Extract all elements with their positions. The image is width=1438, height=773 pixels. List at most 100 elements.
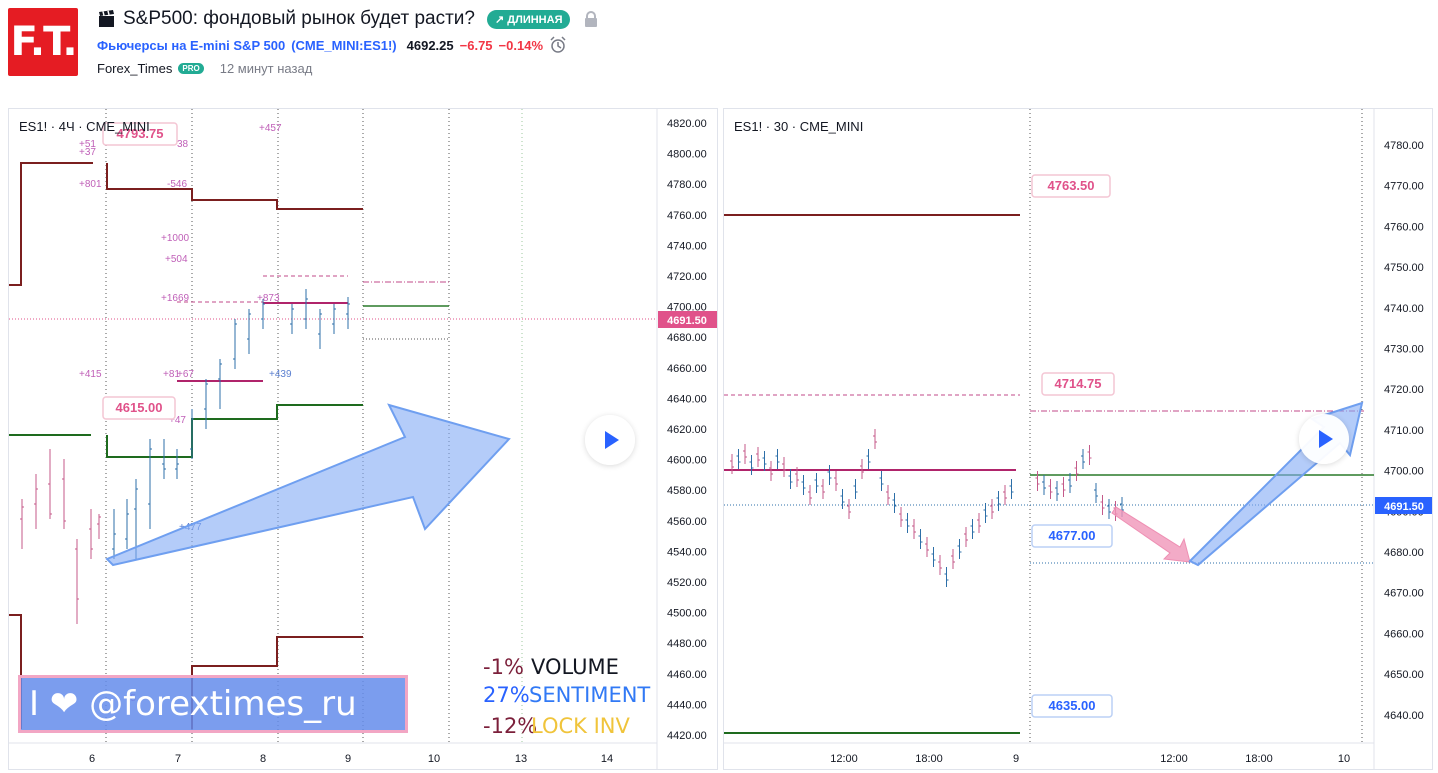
right-callout-4635-box (1031, 694, 1113, 718)
right-chart-symbol-label: ES1! · 30 · CME_MINI (734, 119, 864, 134)
title-row: S&P500: фондовый рынок будет расти? ↗ ДЛ… (97, 7, 598, 31)
right-x-tick: 18:00 (915, 753, 943, 765)
left-y-tick: 4620.00 (667, 424, 707, 436)
left-y-tick: 4740.00 (667, 240, 707, 252)
right-y-tick: 4700.00 (1384, 466, 1424, 478)
symbol-code-link[interactable]: (CME_MINI:ES1!) (291, 37, 397, 53)
left-y-tick: 4680.00 (667, 332, 707, 344)
left-chart-panel[interactable]: 4820.00 4800.00 4780.00 4760.00 4740.00 4720.… (8, 108, 718, 770)
left-annotation: +81 (163, 369, 180, 380)
right-callout-4677: 4677.00 (1049, 528, 1096, 543)
left-chart-symbol-label: ES1! · 4Ч · CME_MINI (19, 119, 150, 134)
left-current-price-tag: 4691.50 (667, 315, 707, 327)
right-current-price-tag-bg (1375, 497, 1432, 514)
left-annotation: +504 (165, 254, 188, 265)
left-resistance-step-2 (106, 163, 363, 210)
left-y-tick: 4440.00 (667, 699, 707, 711)
right-y-tick: 4640.00 (1384, 710, 1424, 722)
left-x-tick: 14 (601, 753, 613, 765)
right-y-tick: 4660.00 (1384, 628, 1424, 640)
symbol-price: 4692.25 (406, 37, 454, 53)
left-x-tick: 8 (260, 753, 266, 765)
left-annotation: +801 (79, 179, 102, 190)
left-annotation: +1669 (161, 293, 190, 304)
left-y-tick: 4520.00 (667, 577, 707, 589)
stat-lock-pct: -12% (483, 714, 538, 738)
left-annotation: +439 (269, 369, 292, 380)
stat-sentiment-pct: 27% (483, 683, 530, 707)
right-y-tick: 4680.00 (1384, 547, 1424, 559)
left-annotation: 38 (177, 139, 189, 150)
left-callout-mid-box (102, 396, 176, 420)
watermark-banner: I ❤ @forextimes_ru (18, 675, 408, 733)
author-name[interactable]: Forex_Times (97, 61, 173, 76)
time-ago: 12 минут назад (219, 61, 313, 76)
right-y-tick: 4650.00 (1384, 669, 1424, 681)
right-y-tick: 4760.00 (1384, 221, 1424, 233)
left-y-tick: 4500.00 (667, 608, 707, 620)
idea-header: F.T. S&P500: фондовый рынок будет расти?… (0, 0, 1438, 100)
stat-volume-pct: -1% (483, 655, 524, 679)
symbol-change: −6.75 (459, 37, 493, 53)
right-x-tick: 18:00 (1245, 753, 1273, 765)
right-y-tick: 4720.00 (1384, 384, 1424, 396)
right-current-price-tag: 4691.50 (1384, 501, 1424, 513)
idea-title: S&P500: фондовый рынок будет расти? (123, 8, 475, 29)
right-x-tick: 9 (1013, 753, 1019, 765)
left-annotation: +51 (79, 139, 96, 150)
left-x-tick: 10 (428, 753, 440, 765)
right-callout-4677-box (1031, 524, 1113, 548)
author-row: Forex_Times PRO 12 минут назад (97, 61, 312, 76)
stat-volume-label: VOLUME (531, 655, 619, 679)
clapperboard-icon (99, 10, 114, 27)
left-play-button[interactable] (585, 415, 635, 465)
right-y-tick: 4780.00 (1384, 140, 1424, 152)
right-callout-4635: 4635.00 (1049, 698, 1096, 713)
symbol-change-pct: −0.14% (498, 37, 543, 53)
left-y-tick: 4560.00 (667, 516, 707, 528)
pro-badge: PRO (178, 63, 204, 74)
left-y-tick: 4480.00 (667, 638, 707, 650)
long-badge: ↗ ДЛИННАЯ (487, 9, 571, 29)
right-callout-4763: 4763.50 (1048, 178, 1095, 193)
right-callout-4763-box (1031, 174, 1111, 198)
left-x-tick: 13 (515, 753, 527, 765)
right-callout-4714-box (1041, 372, 1115, 396)
right-y-tick: 4670.00 (1384, 588, 1424, 600)
left-annotation: +1000 (161, 233, 190, 244)
left-current-price-tag-bg (658, 311, 717, 328)
right-y-tick: 4710.00 (1384, 425, 1424, 437)
lock-icon (585, 11, 598, 27)
left-y-tick: 4640.00 (667, 393, 707, 405)
right-y-tick: 4740.00 (1384, 303, 1424, 315)
symbol-name-link[interactable]: Фьючерсы на E-mini S&P 500 (97, 37, 286, 53)
stat-lock-label: LOCK INV (531, 714, 630, 738)
author-logo[interactable]: F.T. (8, 8, 78, 76)
left-y-tick: 4460.00 (667, 669, 707, 681)
right-x-tick: 10 (1338, 753, 1350, 765)
left-y-tick: 4800.00 (667, 149, 707, 161)
right-chart-panel[interactable]: 4780.00 4770.00 4760.00 4750.00 4740.00 4730.… (723, 108, 1433, 770)
left-x-tick: 9 (345, 753, 351, 765)
right-y-tick: 4770.00 (1384, 181, 1424, 193)
left-annotation: +415 (79, 369, 102, 380)
left-y-tick: 4580.00 (667, 485, 707, 497)
left-annotation: +47 (169, 415, 186, 426)
left-y-tick: 4540.00 (667, 546, 707, 558)
left-y-tick: 4600.00 (667, 455, 707, 467)
left-y-tick: 4700.00 (667, 302, 707, 314)
alarm-clock-icon[interactable] (549, 36, 567, 54)
left-resistance-step-1 (9, 162, 93, 286)
right-y-tick: 4730.00 (1384, 344, 1424, 356)
right-play-button[interactable] (1299, 414, 1349, 464)
left-y-tick: 4780.00 (667, 179, 707, 191)
right-callout-4714: 4714.75 (1055, 376, 1102, 391)
right-x-tick: 12:00 (830, 753, 858, 765)
right-y-tick: 4750.00 (1384, 262, 1424, 274)
right-chart-canvas[interactable]: 4780.00 4770.00 4760.00 4750.00 4740.00 4730.… (724, 109, 1433, 770)
left-annotation: +37 (79, 147, 96, 158)
left-callout-mid: 4615.00 (116, 400, 163, 415)
left-chart-canvas[interactable]: 4820.00 4800.00 4780.00 4760.00 4740.00 4720.… (9, 109, 718, 770)
left-y-tick: 4820.00 (667, 118, 707, 130)
left-annotation: +873 (257, 293, 280, 304)
